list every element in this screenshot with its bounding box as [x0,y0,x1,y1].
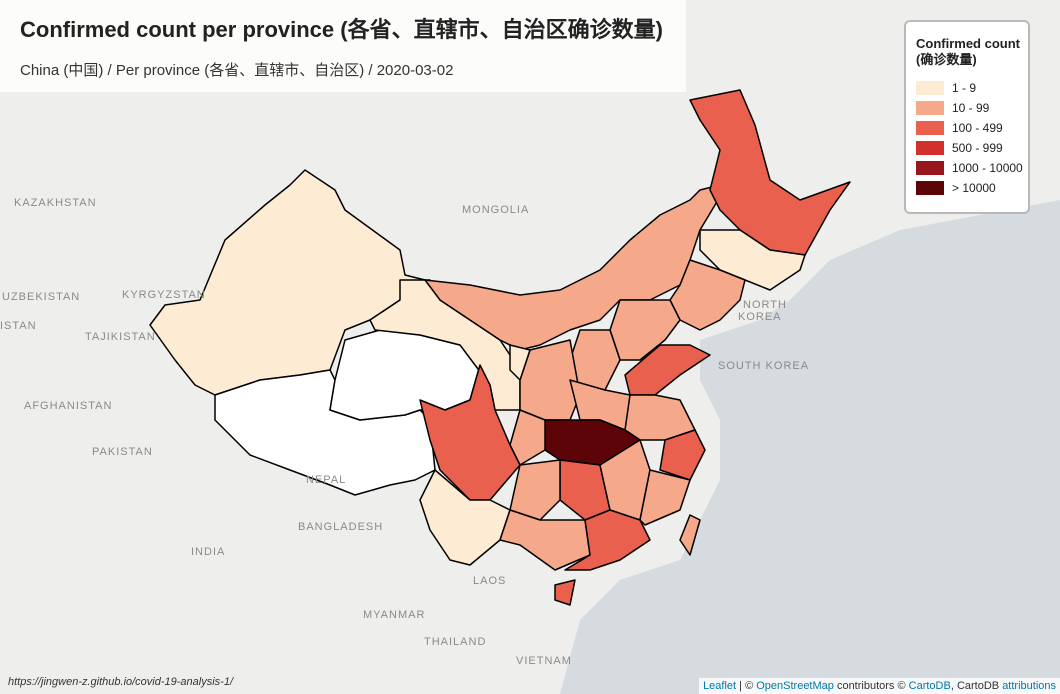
map-label: INDIA [191,546,226,558]
map-title: Confirmed count per province (各省、直辖市、自治区… [20,17,663,42]
province [679,514,701,556]
title-panel [0,0,686,92]
province [564,509,651,571]
map-label: KYRGYZSTAN [122,289,206,301]
map-label: LAOS [473,575,507,587]
legend-label: 1000 - 10000 [952,161,1023,175]
map-label: MYANMAR [363,609,426,621]
map-label: BANGLADESH [298,521,384,533]
province [659,429,706,481]
legend-label: 1 - 9 [952,81,977,95]
map-label: NORTH [743,299,787,311]
map-label: VIETNAM [516,655,572,667]
legend-title-block: Confirmed count (确诊数量) [916,36,1020,68]
source-url: https://jingwen-z.github.io/covid-19-ana… [8,676,234,688]
map-label: PAKISTAN [92,446,153,458]
map-label: NEPAL [306,474,347,486]
legend-item: 1 - 9 [916,80,976,96]
legend-item: 1000 - 10000 [916,160,1023,176]
province [499,509,591,571]
map-label: AFGHANISTAN [24,400,113,412]
province [419,364,521,501]
map-subtitle: China (中国) / Per province (各省、直辖市、自治区) /… [20,62,454,79]
legend-item: 10 - 99 [916,100,989,116]
legend-title: Confirmed count [916,36,1020,51]
map-label: KAZAKHSTAN [14,197,97,209]
attribution: Leaflet | © OpenStreetMap contributors ©… [699,678,1060,694]
map-label: MONGOLIA [462,204,530,216]
legend-swatch [916,181,944,195]
attribution-link[interactable]: Leaflet [703,680,737,692]
legend-swatch [916,161,944,175]
province [419,469,511,566]
province [509,344,531,381]
attribution-text: contributors © [833,680,909,692]
map-label: ISTAN [0,320,37,332]
sea [560,200,1060,694]
legend-label: 100 - 499 [952,121,1003,135]
legend-label: > 10000 [952,181,996,195]
map-label: TAJIKISTAN [85,331,156,343]
map-label: THAILAND [424,636,487,648]
province [639,469,691,526]
province [509,459,561,521]
legend-swatch [916,101,944,115]
map-label: UZBEKISTAN [2,291,81,303]
province [554,579,576,606]
legend-swatch [916,81,944,95]
attribution-link[interactable]: CartoDB [908,680,951,692]
province [699,229,806,291]
legend-item: > 10000 [916,180,996,196]
province [669,259,746,331]
legend-item: 500 - 999 [916,140,1003,156]
legend-swatch [916,141,944,155]
province [509,409,546,466]
legend-label: 500 - 999 [952,141,1003,155]
attribution-link[interactable]: attributions [1002,680,1056,692]
map-label: KOREA [738,311,782,323]
legend-subtitle: (确诊数量) [916,52,977,67]
legend: Confirmed count (确诊数量) 1 - 9 10 - 99 100 -… [904,20,1030,214]
attribution-text: | © [736,680,757,692]
map-label: SOUTH KOREA [718,360,810,372]
legend-label: 10 - 99 [952,101,990,115]
attribution-text: , CartoDB [950,680,1003,692]
attribution-link[interactable]: OpenStreetMap [756,680,834,692]
legend-item: 100 - 499 [916,120,1003,136]
legend-swatch [916,121,944,135]
